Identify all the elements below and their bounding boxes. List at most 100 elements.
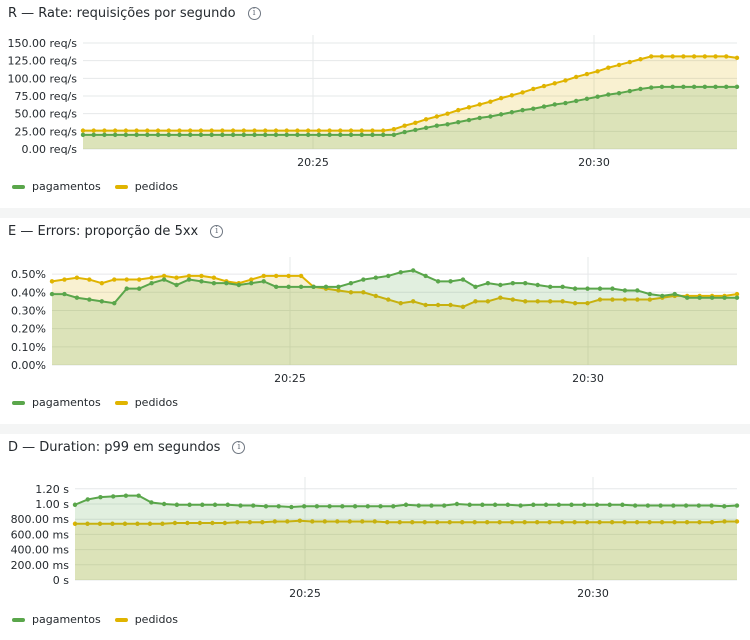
data-point-pedidos[interactable] [298, 273, 304, 279]
data-point-pagamentos[interactable] [149, 500, 154, 505]
data-point-pagamentos[interactable] [572, 286, 578, 291]
data-point-pagamentos[interactable] [149, 280, 154, 286]
data-point-pagamentos[interactable] [485, 280, 491, 286]
data-point-pedidos[interactable] [509, 520, 515, 525]
data-point-pagamentos[interactable] [541, 104, 547, 109]
data-point-pagamentos[interactable] [498, 282, 503, 288]
data-point-pagamentos[interactable] [445, 122, 450, 127]
data-point-pagamentos[interactable] [327, 132, 332, 138]
data-point-pedidos[interactable] [398, 300, 403, 306]
data-point-pedidos[interactable] [166, 128, 171, 133]
data-point-pedidos[interactable] [273, 273, 279, 279]
data-point-pagamentos[interactable] [671, 503, 676, 508]
data-point-pagamentos[interactable] [386, 273, 391, 279]
data-point-pedidos[interactable] [659, 520, 665, 525]
data-point-pagamentos[interactable] [236, 282, 242, 288]
data-point-pedidos[interactable] [456, 107, 461, 113]
data-point-pedidos[interactable] [391, 127, 397, 132]
data-point-pedidos[interactable] [188, 128, 193, 133]
data-point-pedidos[interactable] [235, 520, 240, 525]
data-point-pagamentos[interactable] [123, 493, 129, 498]
data-point-pedidos[interactable] [230, 128, 236, 133]
data-point-pedidos[interactable] [635, 297, 640, 302]
data-point-pagamentos[interactable] [492, 502, 498, 507]
data-point-pagamentos[interactable] [327, 504, 332, 509]
data-point-pagamentos[interactable] [110, 494, 116, 499]
data-point-pagamentos[interactable] [518, 503, 523, 508]
data-point-pedidos[interactable] [681, 54, 686, 59]
data-point-pedidos[interactable] [359, 128, 364, 133]
data-point-pedidos[interactable] [535, 299, 540, 304]
data-point-pagamentos[interactable] [188, 132, 193, 138]
data-point-pedidos[interactable] [572, 520, 577, 525]
data-point-pedidos[interactable] [348, 128, 354, 133]
data-point-pedidos[interactable] [124, 277, 129, 282]
data-point-pagamentos[interactable] [123, 132, 129, 138]
data-point-pagamentos[interactable] [361, 277, 366, 282]
data-point-pagamentos[interactable] [301, 504, 307, 509]
data-point-pedidos[interactable] [573, 74, 579, 80]
data-point-pagamentos[interactable] [684, 295, 690, 300]
data-point-pagamentos[interactable] [80, 132, 86, 138]
data-point-pagamentos[interactable] [251, 503, 256, 508]
data-point-pagamentos[interactable] [456, 119, 461, 125]
data-point-pagamentos[interactable] [112, 300, 117, 306]
data-point-pagamentos[interactable] [488, 114, 493, 119]
data-point-pedidos[interactable] [87, 277, 92, 282]
data-point-pagamentos[interactable] [413, 127, 418, 133]
data-point-pedidos[interactable] [372, 519, 377, 524]
data-point-pedidos[interactable] [209, 128, 214, 133]
data-point-pagamentos[interactable] [647, 291, 653, 297]
data-point-pagamentos[interactable] [295, 132, 300, 138]
data-point-pagamentos[interactable] [161, 277, 167, 282]
data-point-pedidos[interactable] [49, 279, 55, 284]
data-point-pedidos[interactable] [634, 520, 640, 525]
data-point-pagamentos[interactable] [622, 288, 628, 293]
data-point-pagamentos[interactable] [434, 123, 440, 128]
data-point-pagamentos[interactable] [136, 286, 142, 291]
data-point-pagamentos[interactable] [620, 502, 625, 507]
data-point-pagamentos[interactable] [709, 295, 715, 300]
info-icon[interactable]: i [247, 7, 261, 20]
data-point-pedidos[interactable] [136, 277, 142, 282]
panel-title[interactable]: E — Errors: proporção de 5xx i [8, 224, 224, 239]
data-point-pagamentos[interactable] [584, 96, 590, 102]
data-point-pedidos[interactable] [199, 273, 204, 279]
data-point-pedidos[interactable] [709, 520, 715, 525]
data-point-pagamentos[interactable] [402, 129, 407, 135]
data-point-pedidos[interactable] [102, 128, 107, 133]
data-point-pagamentos[interactable] [697, 295, 702, 300]
data-point-pedidos[interactable] [606, 65, 611, 70]
data-point-pagamentos[interactable] [556, 502, 561, 507]
data-point-pagamentos[interactable] [523, 280, 528, 286]
data-point-pedidos[interactable] [285, 519, 290, 524]
data-point-pagamentos[interactable] [649, 85, 654, 90]
data-point-pedidos[interactable] [316, 128, 322, 133]
data-point-pagamentos[interactable] [734, 295, 740, 300]
data-point-pedidos[interactable] [147, 521, 153, 526]
data-point-pedidos[interactable] [247, 520, 253, 525]
data-point-pagamentos[interactable] [305, 132, 311, 138]
data-point-pagamentos[interactable] [498, 112, 504, 117]
data-point-pedidos[interactable] [610, 297, 615, 302]
data-point-pagamentos[interactable] [616, 90, 622, 96]
data-point-pedidos[interactable] [713, 54, 718, 59]
info-icon[interactable]: i [210, 225, 224, 238]
data-point-pedidos[interactable] [509, 93, 515, 98]
data-point-pedidos[interactable] [572, 300, 578, 306]
data-point-pedidos[interactable] [123, 128, 129, 133]
data-point-pedidos[interactable] [348, 290, 354, 295]
data-point-pedidos[interactable] [559, 520, 565, 525]
legend-item-pagamentos[interactable]: pagamentos [12, 613, 101, 626]
data-point-pedidos[interactable] [310, 519, 315, 524]
data-point-pagamentos[interactable] [323, 284, 329, 290]
data-point-pedidos[interactable] [722, 519, 727, 524]
data-point-pagamentos[interactable] [552, 102, 557, 107]
data-point-pagamentos[interactable] [187, 502, 192, 507]
data-point-pedidos[interactable] [484, 520, 490, 525]
data-point-pagamentos[interactable] [348, 132, 354, 138]
data-point-pagamentos[interactable] [547, 284, 553, 290]
data-point-pagamentos[interactable] [627, 88, 632, 94]
data-point-pagamentos[interactable] [370, 132, 375, 138]
data-point-pagamentos[interactable] [177, 132, 182, 138]
